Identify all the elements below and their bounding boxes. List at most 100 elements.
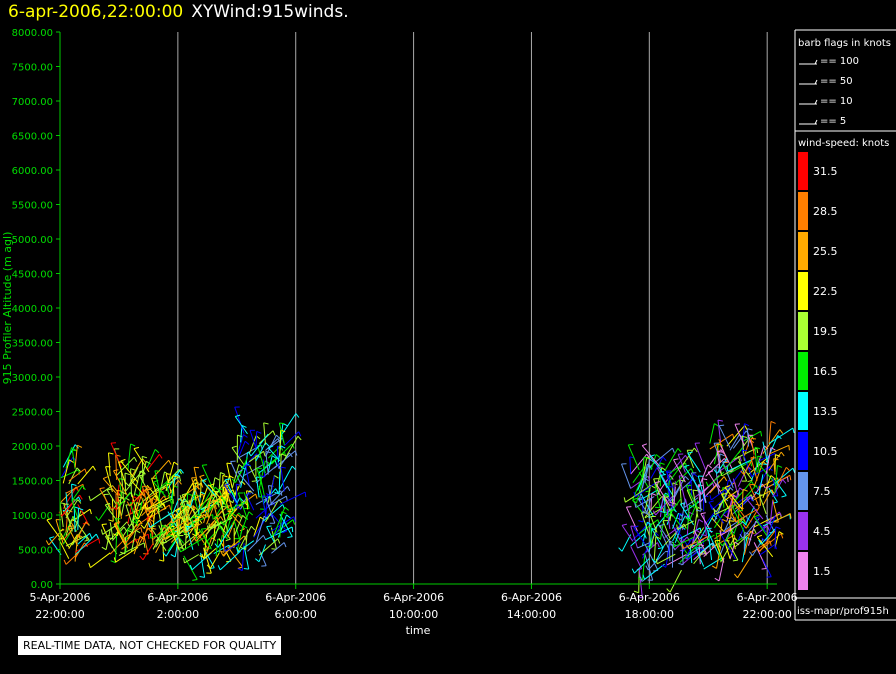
barb-flag [687,451,693,454]
barb-staff [653,478,661,497]
wind-barb [73,506,80,533]
barb-staff [256,468,264,490]
wind-barb [191,477,202,507]
barb-staff [749,484,760,508]
barb-staff [768,427,794,444]
barb-staff [231,447,245,466]
barb-flag [287,486,291,492]
barb-staff [226,462,233,489]
barb-staff [708,502,725,524]
wind-barb [104,502,118,521]
wind-barb [149,529,169,539]
barb-staff [674,526,682,543]
barb-flag [747,479,753,483]
barb-flag [690,468,694,474]
barb-staff [644,485,652,512]
barb-flag [220,520,225,526]
barb-staff [278,471,281,495]
barb-staff [270,475,275,496]
barb-flag [112,533,118,537]
y-tick-label: 500.00 [18,546,53,557]
wind-barb [707,530,713,560]
barb-staff [706,528,720,556]
wind-barb [758,494,767,515]
barb-staff [642,457,648,481]
barb-flag [146,460,151,465]
barb-flag [134,515,139,520]
barb-flag [158,454,163,459]
barb-flag [631,568,635,574]
barb-staff [148,486,168,498]
barb-staff [133,514,153,529]
wind-barb [68,468,87,482]
wind-barb [65,518,77,536]
barb-flag [288,452,293,458]
barb-staff [248,435,257,455]
barb-flag [751,496,754,502]
wind-barb [621,463,632,489]
barb-flag [254,558,260,563]
barb-flag [651,493,657,496]
barb-staff [65,509,69,533]
wind-barb [158,538,165,562]
barb-flag [120,551,126,555]
barb-flag [782,479,787,484]
barb-flag [248,511,254,516]
barb-flag [243,568,249,570]
barb-flag [673,458,679,461]
barb-flag [742,435,748,438]
barb-staff [102,524,117,535]
barb-legend-label: == 100 [820,56,859,67]
barb-staff [158,525,167,543]
wind-barb [193,520,215,542]
wind-barb [642,563,665,580]
barb-flag [286,514,291,519]
wind-barb [621,523,634,542]
barb-flag [183,557,185,564]
barb-flag [127,527,133,531]
barb-staff [669,569,682,593]
barb-flag [153,479,159,483]
barb-flag [116,501,120,507]
wind-barb [77,465,96,485]
wind-barb [739,517,760,539]
legend-panel: barb flags in knots == 100 == 50 == 10 == 5 w… [794,29,896,621]
barb-flag [89,533,93,539]
wind-barb [144,488,160,515]
barb-flag [46,517,52,521]
colorbar-label: 25.5 [813,245,838,258]
wind-barb [127,443,136,471]
wind-barb [658,524,676,551]
colorbar-label: 4.5 [813,525,831,538]
wind-barb [195,515,201,536]
wind-barb [236,540,255,553]
barb-flag [728,493,734,496]
barb-flag [263,451,266,457]
barb-legend-label: == 10 [820,96,853,107]
barb-staff [154,470,160,489]
barb-flag [744,423,750,427]
barb-staff [769,500,774,525]
barb-staff [650,493,653,511]
barb-flag [226,462,232,465]
barb-staff [142,532,149,555]
barb-flag [85,521,90,526]
barb-staff [223,508,235,526]
barb-staff [255,442,266,462]
barb-flag [665,492,670,497]
barb-staff [666,497,682,518]
barb-flag [770,447,776,451]
wind-barb [223,541,241,552]
barb-flag [643,456,649,460]
wind-barb [141,485,150,513]
barb-flag [632,497,638,501]
y-tick-label: 2500.00 [12,408,53,419]
barb-staff [127,443,132,471]
barb-flag [749,496,753,502]
barb-staff [677,520,694,530]
wind-barb [685,484,699,509]
barb-flag [126,501,131,507]
barb-staff [248,450,264,463]
barb-flag [770,489,776,495]
barb-staff [150,529,169,539]
